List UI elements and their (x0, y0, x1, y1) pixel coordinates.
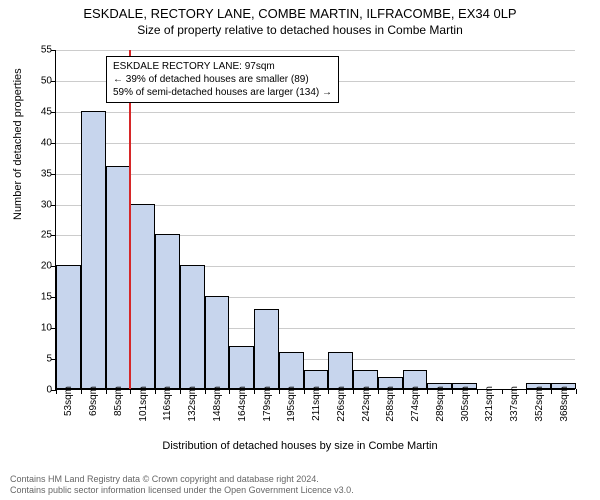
x-tick-mark (155, 389, 156, 394)
x-tick-label: 195sqm (286, 386, 297, 422)
x-tick-mark (576, 389, 577, 394)
x-tick-mark (353, 389, 354, 394)
grid-line (56, 174, 575, 175)
y-axis-label: Number of detached properties (12, 68, 24, 220)
y-tick-label: 20 (28, 261, 52, 272)
chart-container: ESKDALE, RECTORY LANE, COMBE MARTIN, ILF… (0, 0, 600, 500)
x-tick-label: 101sqm (138, 386, 149, 422)
x-tick-label: 289sqm (435, 386, 446, 422)
y-tick-label: 25 (28, 230, 52, 241)
y-tick-label: 45 (28, 106, 52, 117)
x-tick-label: 179sqm (262, 386, 273, 422)
x-tick-mark (328, 389, 329, 394)
footer-text: Contains HM Land Registry data © Crown c… (10, 474, 354, 496)
x-tick-label: 226sqm (336, 386, 347, 422)
x-axis-label: Distribution of detached houses by size … (0, 440, 600, 452)
annotation-line-1: ESKDALE RECTORY LANE: 97sqm (113, 60, 332, 73)
x-tick-mark (452, 389, 453, 394)
x-tick-label: 164sqm (237, 386, 248, 422)
x-tick-mark (130, 389, 131, 394)
histogram-bar (81, 111, 106, 389)
x-tick-mark (304, 389, 305, 394)
y-tick-label: 40 (28, 137, 52, 148)
histogram-bar (106, 166, 131, 389)
x-tick-mark (502, 389, 503, 394)
x-tick-label: 242sqm (361, 386, 372, 422)
plot-area: 051015202530354045505553sqm69sqm85sqm101… (55, 50, 575, 390)
x-tick-label: 211sqm (311, 386, 322, 421)
y-tick-label: 0 (28, 385, 52, 396)
x-tick-label: 337sqm (509, 386, 520, 422)
x-tick-label: 352sqm (534, 386, 545, 422)
annotation-line-3: 59% of semi-detached houses are larger (… (113, 86, 332, 99)
x-tick-mark (427, 389, 428, 394)
histogram-bar (180, 265, 205, 389)
histogram-bar (229, 346, 254, 389)
footer-line-2: Contains public sector information licen… (10, 485, 354, 496)
footer-line-1: Contains HM Land Registry data © Crown c… (10, 474, 354, 485)
x-tick-mark (403, 389, 404, 394)
x-tick-mark (378, 389, 379, 394)
x-tick-mark (81, 389, 82, 394)
histogram-bar (328, 352, 353, 389)
x-tick-mark (477, 389, 478, 394)
x-tick-label: 132sqm (187, 386, 198, 422)
x-tick-mark (180, 389, 181, 394)
grid-line (56, 50, 575, 51)
annotation-box: ESKDALE RECTORY LANE: 97sqm ← 39% of det… (106, 56, 339, 103)
grid-line (56, 112, 575, 113)
y-tick-label: 30 (28, 199, 52, 210)
y-tick-label: 50 (28, 75, 52, 86)
y-tick-label: 10 (28, 323, 52, 334)
x-tick-label: 69sqm (88, 386, 99, 416)
grid-line (56, 143, 575, 144)
x-tick-label: 116sqm (162, 386, 173, 421)
x-tick-label: 53sqm (63, 386, 74, 416)
x-tick-mark (106, 389, 107, 394)
x-tick-mark (205, 389, 206, 394)
x-tick-mark (526, 389, 527, 394)
x-tick-mark (551, 389, 552, 394)
x-tick-label: 258sqm (385, 386, 396, 422)
x-tick-label: 368sqm (559, 386, 570, 422)
x-tick-label: 274sqm (410, 386, 421, 422)
x-tick-label: 85sqm (113, 386, 124, 416)
histogram-bar (56, 265, 81, 389)
y-tick-label: 55 (28, 45, 52, 56)
chart-title-main: ESKDALE, RECTORY LANE, COMBE MARTIN, ILF… (0, 0, 600, 21)
y-tick-label: 15 (28, 292, 52, 303)
y-tick-label: 5 (28, 354, 52, 365)
chart-title-sub: Size of property relative to detached ho… (0, 21, 600, 37)
histogram-bar (254, 309, 279, 389)
x-tick-label: 148sqm (212, 386, 223, 422)
y-tick-label: 35 (28, 168, 52, 179)
x-tick-label: 305sqm (460, 386, 471, 422)
histogram-bar (130, 204, 155, 389)
histogram-bar (279, 352, 304, 389)
x-tick-label: 321sqm (484, 386, 495, 422)
annotation-line-2: ← 39% of detached houses are smaller (89… (113, 73, 332, 86)
x-tick-mark (229, 389, 230, 394)
x-tick-mark (254, 389, 255, 394)
histogram-bar (205, 296, 230, 389)
histogram-bar (155, 234, 180, 389)
x-tick-mark (56, 389, 57, 394)
x-tick-mark (279, 389, 280, 394)
